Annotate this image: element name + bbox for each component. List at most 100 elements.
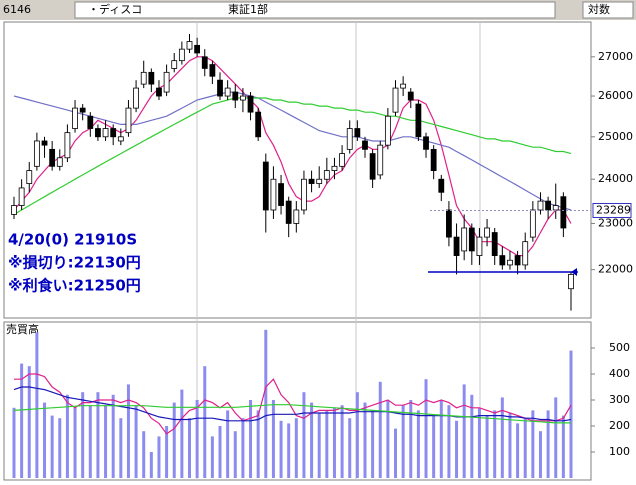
candle-body: [232, 91, 239, 101]
volume-panel: [3, 321, 592, 481]
candle-body: [384, 115, 391, 146]
moving-average-line: [13, 97, 572, 216]
volume-bar: [340, 405, 344, 478]
candle-body: [529, 209, 536, 238]
candle-body: [255, 111, 262, 138]
volume-bar: [470, 394, 474, 478]
volume-bar: [569, 350, 573, 478]
volume-bar: [126, 384, 130, 478]
volume-bar: [241, 418, 245, 478]
volume-average-line: [13, 404, 571, 424]
candle-body: [415, 103, 422, 138]
candle-body: [362, 140, 368, 150]
volume-bar: [157, 436, 161, 478]
y-tick-label: 22000: [598, 263, 633, 276]
stock-code: 6146: [3, 3, 31, 16]
volume-bar: [317, 413, 321, 478]
candle-body: [87, 115, 94, 129]
candle-body: [224, 87, 231, 97]
price-panel: [3, 21, 592, 319]
volume-bar: [35, 332, 39, 478]
volume-bar: [401, 405, 405, 478]
volume-bar: [187, 418, 191, 478]
candle-body: [560, 196, 567, 229]
scale-mode[interactable]: 対数: [588, 2, 610, 16]
y-tick-label: 300: [609, 393, 630, 406]
volume-bar: [348, 418, 352, 478]
candle-body: [514, 255, 521, 266]
candle-body: [491, 232, 498, 256]
moving-average-line: [13, 91, 572, 211]
volume-bar: [409, 400, 413, 478]
volume-bar: [455, 420, 459, 478]
candle-body: [262, 161, 269, 211]
candle-body: [346, 128, 353, 150]
volume-bar: [493, 410, 497, 478]
volume-bar: [287, 423, 291, 478]
volume-bar: [65, 394, 69, 478]
volume-bar: [485, 415, 489, 478]
volume-bar: [195, 400, 199, 478]
volume-bar: [500, 397, 504, 478]
candle-body: [522, 241, 529, 266]
volume-bar: [50, 415, 54, 478]
candle-body: [201, 56, 208, 69]
panel-title: 売買高: [6, 322, 39, 336]
volume-bar: [119, 418, 123, 478]
candle-body: [56, 157, 63, 167]
candle-body: [369, 153, 376, 180]
y-tick-label: 25000: [598, 130, 633, 143]
candle-body: [64, 132, 71, 159]
candle-body: [461, 227, 468, 252]
y-tick-label: 200: [609, 419, 630, 432]
candle-body: [423, 136, 429, 150]
volume-bar: [355, 392, 359, 478]
volume-bar: [554, 397, 558, 478]
last-price-box: [592, 202, 632, 218]
y-tick-label: 27000: [598, 50, 633, 63]
candle-body: [438, 178, 445, 193]
y-tick-label: 400: [609, 367, 630, 380]
volume-bar: [432, 415, 436, 478]
scale-box[interactable]: [582, 1, 634, 19]
candle-body: [41, 140, 48, 146]
volume-bar: [378, 381, 382, 478]
volume-bar: [43, 402, 47, 478]
volume-bar: [20, 363, 24, 478]
candle-body: [278, 183, 284, 206]
volume-bar: [111, 394, 115, 478]
volume-bar: [363, 402, 367, 478]
volume-bar: [142, 431, 146, 478]
volume-bar: [394, 428, 398, 478]
candle-body: [537, 200, 544, 211]
candle-body: [446, 209, 452, 238]
volume-bar: [165, 426, 169, 478]
candle-body: [11, 205, 17, 215]
candle-body: [377, 144, 384, 176]
volume-bar: [264, 329, 268, 478]
volume-bar: [447, 405, 451, 478]
last-price-label: 23289: [596, 203, 631, 216]
candle-body: [140, 71, 147, 85]
candle-body: [240, 95, 246, 101]
candle-body: [110, 128, 117, 138]
candle-body: [468, 227, 475, 252]
candle-body: [301, 178, 307, 211]
volume-bar: [256, 410, 260, 478]
volume-bar: [149, 452, 153, 478]
volume-bar: [233, 431, 237, 478]
candle-body: [293, 209, 300, 224]
volume-bar: [508, 413, 512, 478]
y-tick-label: 26000: [598, 89, 633, 102]
volume-bar: [172, 402, 176, 478]
candle-body: [430, 148, 437, 172]
volume-bar: [538, 431, 542, 478]
support-marker: [571, 268, 577, 277]
candle-body: [270, 178, 277, 211]
candle-body: [476, 236, 483, 256]
y-tick-label: 24000: [598, 172, 633, 185]
volume-bar: [104, 405, 108, 478]
candle-body: [323, 170, 330, 180]
y-tick-label: 100: [609, 445, 630, 458]
volume-bar: [439, 400, 443, 478]
